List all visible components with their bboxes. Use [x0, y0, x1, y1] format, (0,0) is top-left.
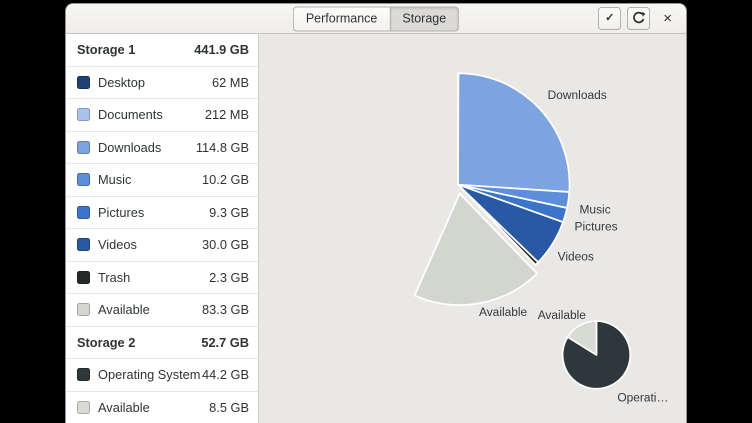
tab-storage[interactable]: Storage [389, 6, 460, 31]
pie-label: Music [579, 203, 610, 217]
app-window: Performance Storage ✓ × Storage [65, 3, 687, 423]
item-label: Available [98, 302, 150, 318]
close-button[interactable]: × [661, 11, 674, 26]
tab-performance[interactable]: Performance [292, 6, 390, 31]
item-value: 10.2 GB [202, 172, 249, 188]
main-content: Storage 1 441.9 GB Desktop 62 MB Documents 21… [66, 34, 686, 423]
color-chip [77, 270, 90, 284]
storage-list-item: Videos 30.0 GB [66, 229, 258, 262]
pie-slice-available [566, 320, 598, 356]
item-value: 114.8 GB [195, 139, 249, 155]
item-label: Trash [98, 269, 131, 285]
storage-list-item: Music 10.2 GB [66, 164, 258, 197]
storage-list-item: Available 83.3 GB [66, 294, 258, 327]
item-label: Operating System [98, 367, 201, 383]
pie-label: Operati… [617, 391, 668, 405]
refresh-icon [633, 11, 646, 24]
item-label: Videos [98, 237, 137, 253]
confirm-button[interactable]: ✓ [598, 7, 622, 30]
checkmark-icon: ✓ [605, 12, 615, 24]
chart-area: Downloads Music Pictures Videos Available Ava… [259, 34, 686, 423]
item-label: Pictures [98, 204, 145, 220]
close-icon: × [663, 10, 672, 27]
pie-label: Downloads [548, 88, 607, 102]
item-label: Storage 1 [77, 42, 136, 58]
item-value: 62 MB [212, 74, 249, 90]
item-label: Downloads [98, 139, 162, 155]
color-chip [77, 368, 90, 382]
item-value: 8.5 GB [209, 399, 249, 415]
item-value: 212 MB [204, 107, 249, 123]
pie-slice-available [413, 192, 539, 306]
storage-list-item: Documents 212 MB [66, 99, 258, 132]
item-label: Desktop [98, 74, 145, 90]
titlebar-buttons: ✓ × [598, 4, 674, 33]
refresh-button[interactable] [627, 7, 651, 30]
color-chip [77, 400, 90, 414]
item-label: Available [98, 399, 150, 415]
view-switcher: Performance Storage [292, 6, 460, 31]
pie-slice-trash [457, 183, 540, 266]
pie-label: Pictures [575, 219, 618, 233]
color-chip [77, 205, 90, 219]
color-chip [77, 303, 90, 317]
item-label: Music [98, 172, 132, 188]
pie-label: Available [538, 308, 587, 322]
item-value: 44.2 GB [202, 367, 249, 383]
storage-list-item: Trash 2.3 GB [66, 262, 258, 294]
color-chip [77, 75, 90, 89]
storage-list-item: Desktop 62 MB [66, 67, 258, 99]
storage-pie-charts: Downloads Music Pictures Videos Available Ava… [413, 72, 668, 405]
item-value: 83.3 GB [202, 302, 249, 318]
titlebar: Performance Storage ✓ × [66, 4, 686, 34]
storage-section-header: Storage 1 441.9 GB [66, 34, 258, 67]
storage-section-header: Storage 2 52.7 GB [66, 327, 258, 359]
item-value: 441.9 GB [194, 42, 249, 58]
storage-list-item: Operating System 44.2 GB [66, 359, 258, 392]
item-label: Documents [98, 107, 163, 123]
color-chip [77, 140, 90, 154]
storage-list-item: Pictures 9.3 GB [66, 197, 258, 229]
pie-label: Available [479, 305, 528, 319]
color-chip [77, 238, 90, 252]
color-chip [77, 173, 90, 187]
pie-label: Videos [558, 249, 594, 263]
color-chip [77, 108, 90, 122]
item-value: 9.3 GB [209, 204, 249, 220]
item-label: Storage 2 [77, 334, 136, 350]
storage-list-item: Downloads 114.8 GB [66, 132, 258, 164]
storage-list-item: Available 8.5 GB [66, 392, 258, 423]
item-value: 2.3 GB [209, 269, 249, 285]
item-value: 52.7 GB [201, 334, 249, 350]
storage-list: Storage 1 441.9 GB Desktop 62 MB Documents 21… [66, 34, 259, 423]
item-value: 30.0 GB [202, 237, 249, 253]
pie-slice-downloads [457, 72, 571, 193]
